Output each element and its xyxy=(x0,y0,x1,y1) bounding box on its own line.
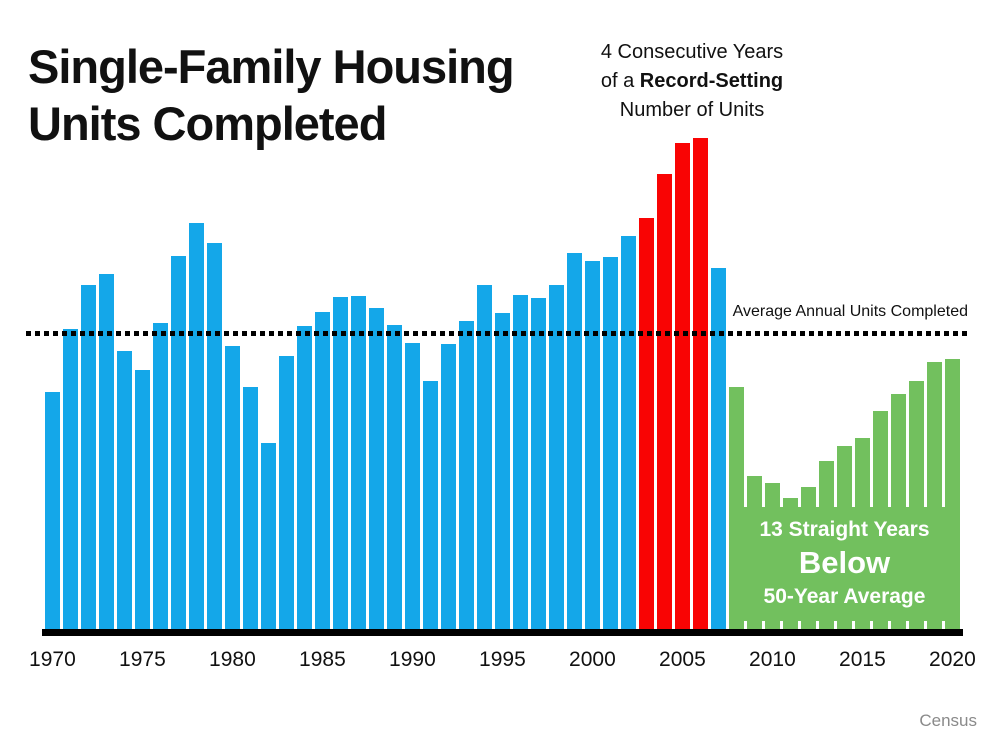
x-tick-2020: 2020 xyxy=(929,648,976,671)
bar-1971 xyxy=(62,328,78,634)
average-line-label: Average Annual Units Completed xyxy=(732,303,968,320)
bar-1982 xyxy=(260,442,276,634)
bar-1986 xyxy=(332,297,348,634)
x-tick-2000: 2000 xyxy=(569,648,616,671)
annotation-line1: 4 Consecutive Years xyxy=(600,41,784,63)
x-tick-2005: 2005 xyxy=(659,648,706,671)
bar-1987 xyxy=(350,296,366,634)
bar-2006 xyxy=(692,138,708,634)
x-tick-1970: 1970 xyxy=(29,648,76,671)
annotation-line3: Number of Units xyxy=(619,99,765,121)
bar-2004 xyxy=(656,174,672,634)
bar-2001 xyxy=(602,256,618,634)
bar-1999 xyxy=(566,252,582,634)
bar-1995 xyxy=(494,313,510,634)
page-title: Single-Family Housing Units Completed xyxy=(28,38,515,152)
x-tick-1980: 1980 xyxy=(209,648,256,671)
bar-1980 xyxy=(224,345,240,634)
bar-2005 xyxy=(674,143,690,634)
page-title-line1: Single-Family Housing xyxy=(28,40,515,93)
bar-1994 xyxy=(476,285,492,634)
bar-2002 xyxy=(620,236,636,634)
bar-1998 xyxy=(548,285,564,634)
bar-1997 xyxy=(530,298,546,634)
bar-1991 xyxy=(422,381,438,634)
average-dotted-line xyxy=(26,331,968,336)
bar-1981 xyxy=(242,386,258,634)
bar-1975 xyxy=(134,370,150,634)
bar-1972 xyxy=(80,285,96,634)
bar-1989 xyxy=(386,325,402,634)
bar-2000 xyxy=(584,260,600,634)
bar-1976 xyxy=(152,322,168,634)
bar-2003 xyxy=(638,217,654,634)
overlay-line2: Below xyxy=(798,545,891,580)
bar-1984 xyxy=(296,325,312,634)
x-tick-1975: 1975 xyxy=(119,648,166,671)
bar-1977 xyxy=(170,256,186,634)
bar-1978 xyxy=(188,223,204,634)
below-average-overlay: 13 Straight Years Below 50-Year Average xyxy=(729,507,960,621)
bar-1992 xyxy=(440,343,456,634)
annotation-line2-bold: Record-Setting xyxy=(639,70,784,92)
record-setting-annotation: 4 Consecutive Years of a Record-Setting … xyxy=(538,38,846,125)
x-tick-1985: 1985 xyxy=(299,648,346,671)
overlay-line1: 13 Straight Years xyxy=(759,518,930,541)
bar-1993 xyxy=(458,321,474,634)
bar-1996 xyxy=(512,294,528,634)
bar-1985 xyxy=(314,311,330,634)
annotation-line2-prefix: of a xyxy=(600,70,640,92)
bar-1970 xyxy=(44,392,60,634)
x-axis-line xyxy=(42,629,963,636)
bar-1974 xyxy=(116,350,132,634)
x-tick-2015: 2015 xyxy=(839,648,886,671)
bar-1973 xyxy=(98,274,114,634)
x-tick-1990: 1990 xyxy=(389,648,436,671)
page-title-line2: Units Completed xyxy=(28,97,387,150)
bar-2007 xyxy=(710,268,726,634)
overlay-line3: 50-Year Average xyxy=(763,585,926,608)
x-tick-1995: 1995 xyxy=(479,648,526,671)
bar-1979 xyxy=(206,243,222,634)
bar-1983 xyxy=(278,355,294,634)
source-credit: Census xyxy=(919,711,977,730)
annotation-line2: of a Record-Setting xyxy=(538,67,846,96)
bar-1990 xyxy=(404,343,420,634)
x-tick-2010: 2010 xyxy=(749,648,796,671)
bar-1988 xyxy=(368,307,384,634)
